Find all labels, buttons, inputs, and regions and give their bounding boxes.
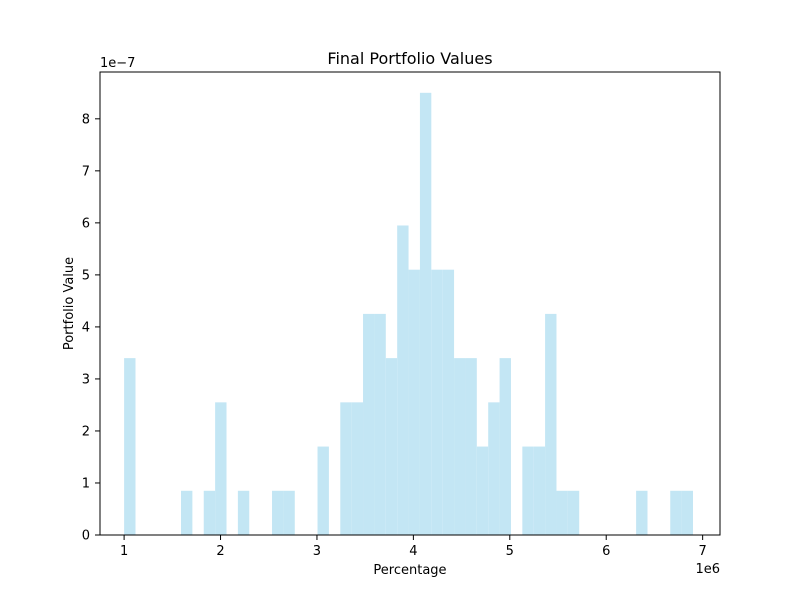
histogram-bars xyxy=(124,92,693,535)
histogram-bar-0 xyxy=(124,358,136,535)
x-axis-offset-label: 1e6 xyxy=(695,562,720,577)
y-tick-label: 1 xyxy=(82,476,90,491)
histogram-bar-30 xyxy=(681,490,693,535)
histogram-bar-15 xyxy=(419,92,432,535)
histogram-bar-10 xyxy=(363,313,375,535)
x-tick-label: 3 xyxy=(313,544,321,559)
x-axis-label: Percentage xyxy=(373,563,446,578)
histogram-bar-28 xyxy=(636,490,648,535)
y-tick-label: 5 xyxy=(82,268,90,283)
y-axis-offset-label: 1e−7 xyxy=(100,56,135,71)
y-tick-label: 2 xyxy=(82,424,90,439)
plot-frame xyxy=(99,71,721,536)
histogram-bar-17 xyxy=(442,269,455,535)
histogram-bar-13 xyxy=(397,225,409,535)
histogram-bar-25 xyxy=(545,313,557,535)
histogram-bar-5 xyxy=(272,490,284,535)
histogram-bar-24 xyxy=(533,446,546,535)
x-tick-label: 7 xyxy=(699,544,707,559)
chart-title: Final Portfolio Values xyxy=(327,49,492,68)
histogram-bar-26 xyxy=(556,490,568,535)
histogram-bar-22 xyxy=(499,358,511,535)
histogram-bar-2 xyxy=(203,490,216,535)
histogram-bar-21 xyxy=(488,402,500,535)
y-tick-label: 6 xyxy=(82,216,90,231)
histogram-bar-3 xyxy=(215,402,227,535)
y-tick-label: 7 xyxy=(82,164,90,179)
histogram-bar-1 xyxy=(181,490,193,535)
histogram-bar-20 xyxy=(476,446,489,535)
histogram-bar-4 xyxy=(237,490,250,535)
histogram-bar-18 xyxy=(454,358,466,535)
x-tick-label: 2 xyxy=(216,544,224,559)
histogram-bar-8 xyxy=(340,402,352,535)
histogram-bar-16 xyxy=(431,269,443,535)
y-tick-label: 4 xyxy=(82,320,90,335)
histogram-bar-14 xyxy=(408,269,420,535)
x-tick-label: 5 xyxy=(506,544,514,559)
histogram-bar-29 xyxy=(670,490,682,535)
histogram-bar-11 xyxy=(374,313,386,535)
histogram-bar-12 xyxy=(385,358,398,535)
y-tick-label: 0 xyxy=(82,529,90,544)
x-tick-label: 4 xyxy=(409,544,417,559)
y-tick-label: 3 xyxy=(82,372,90,387)
histogram-bar-19 xyxy=(465,358,477,535)
y-tick-label: 8 xyxy=(82,112,90,127)
histogram-bar-27 xyxy=(567,490,580,535)
histogram-bar-7 xyxy=(317,446,329,535)
y-axis-label: Portfolio Value xyxy=(62,257,77,350)
x-axis-ticks: 1 2 3 4 5 6 7 xyxy=(120,535,707,559)
histogram-bar-6 xyxy=(283,490,295,535)
y-axis-ticks: 0 1 2 3 4 5 6 7 8 xyxy=(82,112,100,544)
histogram-bar-9 xyxy=(351,402,364,535)
histogram-bar-23 xyxy=(522,446,534,535)
x-tick-label: 6 xyxy=(602,544,610,559)
x-tick-label: 1 xyxy=(120,544,128,559)
